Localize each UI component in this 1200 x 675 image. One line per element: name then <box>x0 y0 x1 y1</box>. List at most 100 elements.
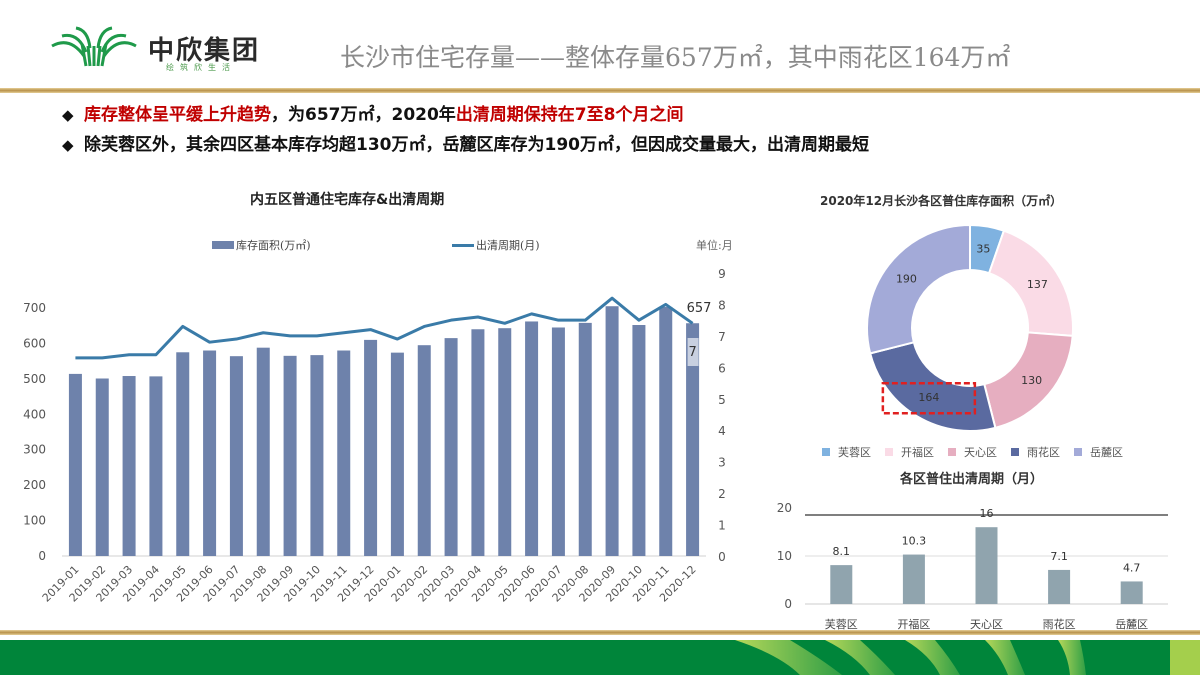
footer-band <box>0 640 1200 675</box>
last-line-label: 7 <box>688 345 696 360</box>
donut-slice <box>866 223 971 355</box>
diamond-bullet-icon: ◆ <box>62 136 74 154</box>
inventory-bar <box>122 376 136 556</box>
x-axis-tick: 2020-05 <box>469 563 511 605</box>
inventory-bar <box>310 355 324 556</box>
x-axis-tick: 2020-09 <box>577 563 619 605</box>
legend-swatch-icon <box>948 448 956 456</box>
left-axis-tick: 600 <box>23 336 46 350</box>
bullet-2: ◆ 除芙蓉区外，其余四区基本库存均超130万㎡，岳麓区库存为190万㎡，但因成交量… <box>62 130 869 160</box>
donut-legend-item: 岳麓区 <box>1074 444 1129 460</box>
diamond-bullet-icon: ◆ <box>62 106 74 124</box>
inventory-bar <box>149 376 163 556</box>
left-axis-tick: 700 <box>23 301 46 315</box>
right-axis-tick: 1 <box>718 519 726 533</box>
donut-legend: 芙蓉区 开福区 天心区 雨花区 岳麓区 <box>822 444 1129 460</box>
x-axis-tick: 2020-08 <box>550 563 592 605</box>
inventory-bar <box>229 356 243 556</box>
inventory-bar <box>605 306 619 556</box>
x-axis-tick: 2019-08 <box>228 563 270 605</box>
period-x-tick: 芙蓉区 <box>825 617 858 631</box>
legend-swatch-icon <box>885 448 893 456</box>
company-name: 中欣集团 <box>148 36 261 66</box>
x-axis-tick: 2020-01 <box>362 563 404 605</box>
x-axis-tick: 2019-06 <box>174 563 216 605</box>
right-axis-tick: 6 <box>718 361 726 375</box>
inventory-bar <box>283 355 297 556</box>
donut-slice <box>868 341 997 432</box>
highlight-box <box>881 381 977 415</box>
x-axis-tick: 2020-02 <box>389 563 431 605</box>
legend-inventory-label: 库存面积(万㎡) <box>236 239 311 252</box>
donut-slice-label: 164 <box>918 391 939 404</box>
left-axis-tick: 0 <box>38 549 46 563</box>
period-bar-label: 7.1 <box>1050 550 1068 563</box>
period-bar <box>1120 581 1143 604</box>
period-bar-label: 8.1 <box>833 545 851 558</box>
inventory-bar <box>337 350 351 556</box>
period-axis-tick: 0 <box>784 597 792 611</box>
donut-legend-item: 雨花区 <box>1011 444 1066 460</box>
donut-slice-label: 130 <box>1021 374 1042 387</box>
palm-logo-icon <box>51 26 137 67</box>
right-axis-tick: 2 <box>718 487 726 501</box>
left-axis-tick: 100 <box>23 514 46 528</box>
period-bar <box>1048 569 1071 604</box>
inventory-bar <box>659 306 673 556</box>
bar-swatch-icon <box>212 241 234 249</box>
donut-chart-title: 2020年12月长沙各区普住库存面积（万㎡） <box>820 194 1063 208</box>
donut-slice-label: 35 <box>976 243 990 256</box>
donut-slice-label: 137 <box>1027 278 1048 291</box>
x-axis-tick: 2019-11 <box>308 563 350 605</box>
bullet-1-text: ，为657万㎡，2020年 <box>271 105 456 125</box>
legend-swatch-icon <box>822 448 830 456</box>
x-axis-tick: 2019-10 <box>281 563 323 605</box>
company-logo: 中欣集团 绘筑欣生活 <box>48 22 278 77</box>
inventory-bar <box>256 347 270 556</box>
donut-slice <box>969 223 1006 275</box>
inventory-bar <box>578 322 592 556</box>
inventory-bar <box>417 345 431 556</box>
period-chart-title: 各区普住出清周期（月） <box>900 472 1044 487</box>
left-axis-tick: 300 <box>23 443 46 457</box>
bullet-2-text: 除芙蓉区外，其余四区基本库存均超130万㎡，岳麓区库存为190万㎡，但因成交量最… <box>84 135 869 155</box>
inventory-bar <box>551 327 565 556</box>
legend-period-label: 出清周期(月) <box>476 239 540 252</box>
period-bar-label: 4.7 <box>1123 561 1141 574</box>
company-slogan: 绘筑欣生活 <box>166 63 236 72</box>
right-axis-tick: 7 <box>718 330 726 344</box>
x-axis-tick: 2020-06 <box>496 563 538 605</box>
inventory-bar <box>498 328 512 556</box>
legend-swatch-icon <box>1074 448 1082 456</box>
period-bar-label: 10.3 <box>902 535 927 548</box>
x-axis-tick: 2020-04 <box>442 563 484 605</box>
inventory-bar <box>632 325 646 556</box>
left-axis-tick: 200 <box>23 478 46 492</box>
footer-leaf-decoration-icon <box>735 640 1200 675</box>
donut-slice-label: 190 <box>896 273 917 286</box>
period-bar <box>975 527 998 604</box>
header-divider <box>0 88 1200 93</box>
right-axis-tick: 0 <box>718 550 726 564</box>
x-axis-tick: 2019-12 <box>335 563 377 605</box>
x-axis-tick: 2019-04 <box>120 563 162 605</box>
right-axis-tick: 4 <box>718 424 726 438</box>
inventory-bar <box>68 373 82 556</box>
unit-label: 单位:月 <box>696 239 733 252</box>
inventory-bar <box>444 338 458 556</box>
bullet-1: ◆ 库存整体呈平缓上升趋势，为657万㎡，2020年出清周期保持在7至8个月之间 <box>62 100 869 130</box>
donut-legend-item: 开福区 <box>885 444 940 460</box>
inventory-bar <box>390 352 404 556</box>
bullet-1-highlight-b: 出清周期保持在7至8个月之间 <box>455 105 684 125</box>
x-axis-tick: 2019-09 <box>255 563 297 605</box>
inventory-bar <box>203 350 217 556</box>
bullet-1-highlight-a: 库存整体呈平缓上升趋势 <box>84 105 271 125</box>
legend-period: 出清周期(月) <box>452 237 540 253</box>
right-axis-tick: 8 <box>718 298 726 312</box>
period-bar <box>830 565 853 604</box>
key-points: ◆ 库存整体呈平缓上升趋势，为657万㎡，2020年出清周期保持在7至8个月之间 … <box>62 100 869 160</box>
period-bar-label: 16 <box>980 507 994 520</box>
inventory-bar <box>471 329 485 556</box>
inventory-chart-title: 内五区普通住宅库存&出清周期 <box>250 192 445 208</box>
period-axis-tick: 20 <box>777 501 792 515</box>
